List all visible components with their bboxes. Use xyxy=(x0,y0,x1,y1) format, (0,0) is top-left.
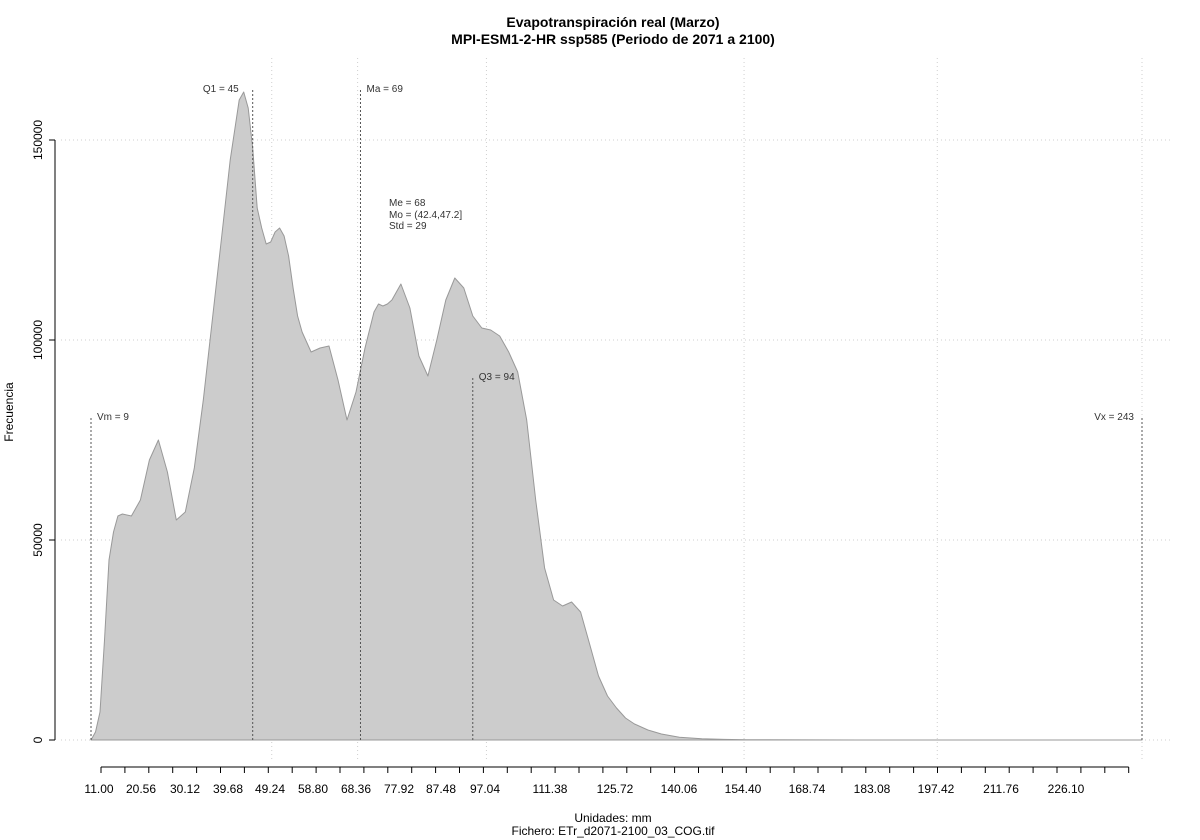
y-tick-label: 150000 xyxy=(31,120,45,160)
x-axis-label: Unidades: mm xyxy=(574,811,651,825)
y-tick-label: 0 xyxy=(31,736,45,743)
x-tick-label: 125.72 xyxy=(597,782,634,796)
stat-median: Me = 68 xyxy=(389,198,426,209)
x-tick-label: 211.76 xyxy=(983,782,1019,796)
x-tick-label: 30.12 xyxy=(170,782,200,796)
density-series xyxy=(90,91,1143,741)
stats-block: Me = 68 Mo = (42.4,47.2] Std = 29 xyxy=(389,198,462,232)
x-tick-label: 140.06 xyxy=(661,782,698,796)
x-tick-label: 39.68 xyxy=(213,782,243,796)
x-tick-label: 11.00 xyxy=(84,782,113,796)
x-tick-label: 111.38 xyxy=(533,782,568,796)
x-tick-label: 97.04 xyxy=(470,782,500,796)
file-caption: Fichero: ETr_d2071-2100_03_COG.tif xyxy=(512,824,716,838)
chart-subtitle: MPI-ESM1-2-HR ssp585 (Periodo de 2071 a … xyxy=(451,31,775,47)
x-tick-label: 49.24 xyxy=(255,782,285,796)
x-tick-label: 77.92 xyxy=(384,782,414,796)
annotation-label: Vm = 9 xyxy=(97,412,129,423)
x-tick-label: 20.56 xyxy=(126,782,156,796)
y-axis-label: Frecuencia xyxy=(2,382,16,442)
x-tick-label: 58.80 xyxy=(298,782,328,796)
annotation-lines: Vm = 9 Q1 = 45 Ma = 69 Q3 = 94 Vx = 243 xyxy=(90,84,1143,740)
density-area xyxy=(90,91,1143,741)
y-tick-label: 50000 xyxy=(31,523,45,557)
annotation-label: Q1 = 45 xyxy=(203,84,239,95)
annotation-label: Q3 = 94 xyxy=(479,372,515,383)
y-axis: 0 50000 100000 150000 xyxy=(31,120,56,743)
x-tick-label: 168.74 xyxy=(789,782,826,796)
stat-mode: Mo = (42.4,47.2] xyxy=(389,210,462,221)
x-tick-label: 68.36 xyxy=(341,782,371,796)
y-tick-label: 100000 xyxy=(31,320,45,360)
x-tick-label: 197.42 xyxy=(918,782,955,796)
x-tick-label: 183.08 xyxy=(854,782,891,796)
stat-std: Std = 29 xyxy=(389,221,427,232)
x-tick-label: 226.10 xyxy=(1048,782,1085,796)
x-tick-label: 154.40 xyxy=(725,782,762,796)
x-axis: 11.00 20.56 30.12 39.68 49.24 58.80 68.36 77.92… xyxy=(84,766,1130,796)
x-tick-label: 87.48 xyxy=(426,782,456,796)
annotation-label: Ma = 69 xyxy=(366,84,403,95)
annotation-label: Vx = 243 xyxy=(1094,412,1134,423)
chart-title: Evapotranspiración real (Marzo) xyxy=(506,14,719,30)
